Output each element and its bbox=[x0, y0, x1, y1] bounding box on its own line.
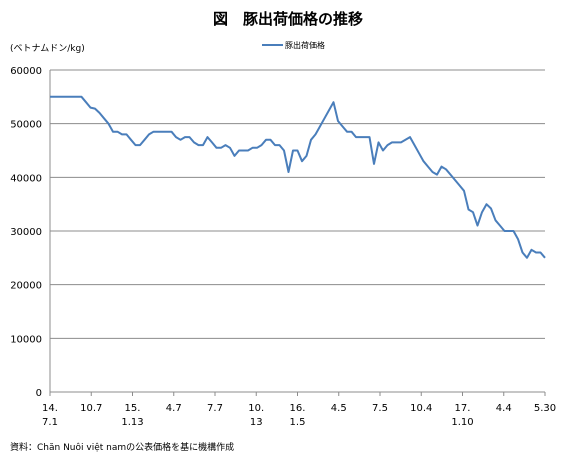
x-tick-label-line2: 1.10 bbox=[451, 417, 473, 428]
legend: 豚出荷価格 bbox=[262, 40, 325, 50]
legend-label: 豚出荷価格 bbox=[285, 40, 325, 50]
y-axis-unit-label: (ベトナムドン/kg) bbox=[10, 43, 85, 54]
x-tick-label: 15. bbox=[125, 403, 141, 414]
x-tick-label: 4.5 bbox=[331, 403, 347, 414]
y-tick-label: 60000 bbox=[10, 66, 42, 77]
series-group bbox=[50, 95, 546, 259]
y-tick-label: 50000 bbox=[10, 120, 42, 131]
series-line bbox=[50, 95, 546, 259]
x-tick-label-line2: 1.13 bbox=[121, 417, 143, 428]
x-tick-label-line2: 1.5 bbox=[290, 417, 306, 428]
x-tick-label: 16. bbox=[290, 403, 306, 414]
x-tick-label: 4.4 bbox=[496, 403, 512, 414]
y-tick-label: 10000 bbox=[10, 334, 42, 345]
y-tick-label: 0 bbox=[36, 388, 42, 399]
x-tick-label-line2: 13 bbox=[250, 417, 263, 428]
source-note: 資料：Chăn Nuôi việt namの公表価格を基に機構作成 bbox=[10, 441, 234, 453]
x-tick-label-line2: 7.1 bbox=[42, 417, 58, 428]
y-tick-label: 30000 bbox=[10, 227, 42, 238]
gridlines bbox=[50, 69, 545, 393]
x-tick-label: 7.5 bbox=[372, 403, 388, 414]
x-axis-ticks: 14. 7.1 10.7 15. 1.13 4.7 7.7 10. 13 16. 1.5 4.5 7.5… bbox=[42, 392, 556, 428]
x-tick-label: 10.4 bbox=[410, 403, 432, 414]
x-tick-label: 14. bbox=[42, 403, 58, 414]
y-axis-ticks: 0 10000 20000 30000 40000 50000 60000 bbox=[10, 66, 42, 399]
x-tick-label: 17. bbox=[455, 403, 471, 414]
x-tick-label: 10.7 bbox=[80, 403, 102, 414]
plot-area: 0 10000 20000 30000 40000 50000 60000 14. 7.1 10… bbox=[10, 66, 556, 428]
y-tick-label: 20000 bbox=[10, 281, 42, 292]
x-tick-label: 4.7 bbox=[166, 403, 182, 414]
x-tick-label: 7.7 bbox=[207, 403, 223, 414]
y-tick-label: 40000 bbox=[10, 173, 42, 184]
chart-title: 図 豚出荷価格の推移 bbox=[213, 10, 363, 28]
x-tick-label: 10. bbox=[248, 403, 264, 414]
x-tick-label: 5.30 bbox=[534, 403, 556, 414]
